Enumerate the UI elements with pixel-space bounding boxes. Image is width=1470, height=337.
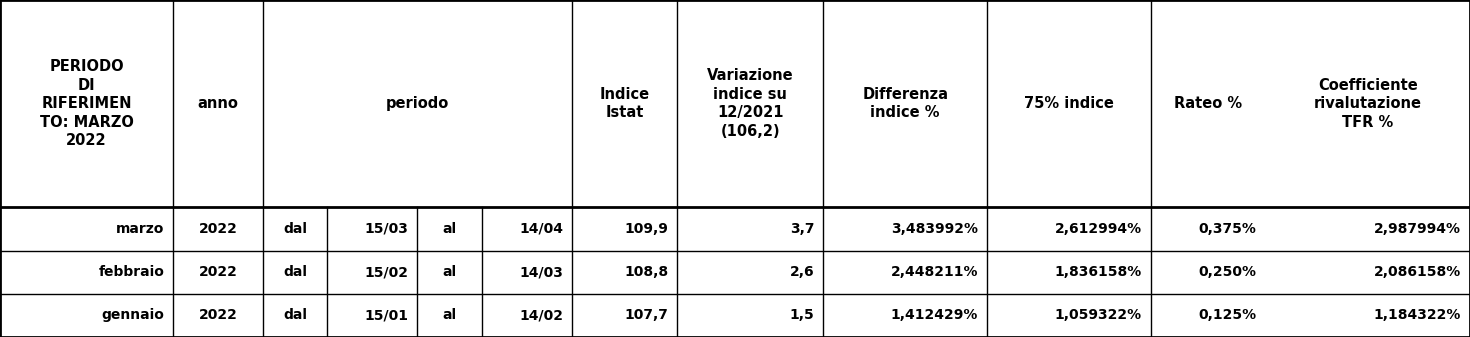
Text: 14/04: 14/04: [519, 222, 563, 236]
Text: 2,987994%: 2,987994%: [1374, 222, 1461, 236]
Text: 2022: 2022: [198, 222, 238, 236]
Text: marzo: marzo: [116, 222, 165, 236]
Bar: [0, 207, 1470, 250]
Text: 2,448211%: 2,448211%: [891, 265, 978, 279]
Text: al: al: [442, 222, 457, 236]
Text: 14/03: 14/03: [519, 265, 563, 279]
Text: 3,483992%: 3,483992%: [891, 222, 978, 236]
Text: 1,836158%: 1,836158%: [1054, 265, 1142, 279]
Text: 1,059322%: 1,059322%: [1055, 308, 1142, 323]
Text: 15/02: 15/02: [365, 265, 409, 279]
Text: Variazione
indice su
12/2021
(106,2): Variazione indice su 12/2021 (106,2): [707, 68, 794, 139]
Text: Differenza
indice %: Differenza indice %: [863, 87, 948, 120]
Text: anno: anno: [197, 96, 238, 111]
Text: PERIODO
DI
RIFERIMEN
TO: MARZO
2022: PERIODO DI RIFERIMEN TO: MARZO 2022: [40, 59, 134, 148]
Text: gennaio: gennaio: [101, 308, 165, 323]
Text: 2,6: 2,6: [789, 265, 814, 279]
Text: 1,412429%: 1,412429%: [891, 308, 978, 323]
Text: al: al: [442, 308, 457, 323]
Text: 14/02: 14/02: [519, 308, 563, 323]
Bar: [0, 294, 1470, 337]
Text: Coefficiente
rivalutazione
TFR %: Coefficiente rivalutazione TFR %: [1314, 78, 1421, 130]
Text: 1,5: 1,5: [789, 308, 814, 323]
Text: 75% indice: 75% indice: [1025, 96, 1114, 111]
Text: 2,086158%: 2,086158%: [1374, 265, 1461, 279]
Text: 0,250%: 0,250%: [1198, 265, 1257, 279]
Text: 15/01: 15/01: [365, 308, 409, 323]
Text: Rateo %: Rateo %: [1175, 96, 1242, 111]
Text: dal: dal: [284, 308, 307, 323]
Text: 2,612994%: 2,612994%: [1055, 222, 1142, 236]
Text: 107,7: 107,7: [625, 308, 669, 323]
Text: 15/03: 15/03: [365, 222, 409, 236]
Text: dal: dal: [284, 265, 307, 279]
Text: 3,7: 3,7: [789, 222, 814, 236]
Text: febbraio: febbraio: [98, 265, 165, 279]
Text: periodo: periodo: [385, 96, 450, 111]
Text: 2022: 2022: [198, 308, 238, 323]
Text: 108,8: 108,8: [625, 265, 669, 279]
Text: 0,125%: 0,125%: [1198, 308, 1257, 323]
Text: Indice
Istat: Indice Istat: [600, 87, 650, 120]
Bar: [0, 0, 1470, 207]
Bar: [0, 250, 1470, 294]
Text: al: al: [442, 265, 457, 279]
Text: 109,9: 109,9: [625, 222, 669, 236]
Text: 2022: 2022: [198, 265, 238, 279]
Text: dal: dal: [284, 222, 307, 236]
Text: 0,375%: 0,375%: [1198, 222, 1257, 236]
Text: 1,184322%: 1,184322%: [1374, 308, 1461, 323]
